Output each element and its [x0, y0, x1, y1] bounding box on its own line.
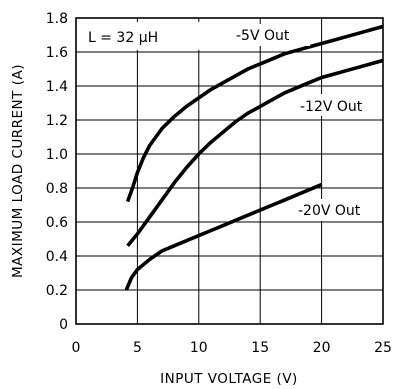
y-tick-label: 0.6	[46, 215, 68, 231]
series-line-0	[125, 24, 384, 203]
inductance-annotation: L = 32 μH	[88, 30, 158, 46]
x-tick-label: 25	[374, 340, 392, 356]
series-label-20v-box: -20V Out	[294, 199, 380, 221]
x-tick-label: 5	[133, 340, 142, 356]
plot-frame	[75, 17, 384, 325]
series-label-12v: -12V Out	[300, 99, 363, 115]
series-label-5v: -5V Out	[236, 28, 290, 44]
x-tick-label: 20	[313, 340, 331, 356]
y-tick-label: 0.2	[46, 283, 68, 299]
y-tick-label: 1.0	[46, 147, 68, 163]
grid-layer	[76, 18, 383, 324]
series-line-2	[124, 182, 323, 291]
series-label-20v: -20V Out	[298, 203, 361, 219]
y-tick-label: 1.8	[46, 11, 68, 27]
y-tick-label: 0.8	[46, 181, 68, 197]
series-line-1	[126, 58, 384, 247]
y-tick-label: 0.4	[46, 249, 68, 265]
y-tick-label: 1.4	[46, 79, 68, 95]
x-tick-label: 15	[251, 340, 269, 356]
tick-layer: 0 5 10 15 20 25 0 0.2 0.4 0.6 0.8 1.0 1.2 1.4 1.6 1.8	[46, 11, 392, 356]
x-tick-label: 10	[190, 340, 208, 356]
y-tick-label: 0	[59, 317, 68, 333]
x-tick-label: 0	[72, 340, 81, 356]
y-axis-title: MAXIMUM LOAD CURRENT (A)	[10, 64, 26, 278]
series-label-5v-box: -5V Out	[232, 24, 310, 46]
x-axis-title: INPUT VOLTAGE (V)	[160, 371, 298, 387]
annotation-box: L = 32 μH	[80, 22, 202, 50]
series-label-12v-box: -12V Out	[296, 94, 382, 116]
series-layer	[124, 24, 384, 291]
y-tick-label: 1.2	[46, 113, 68, 129]
y-tick-label: 1.6	[46, 45, 68, 61]
